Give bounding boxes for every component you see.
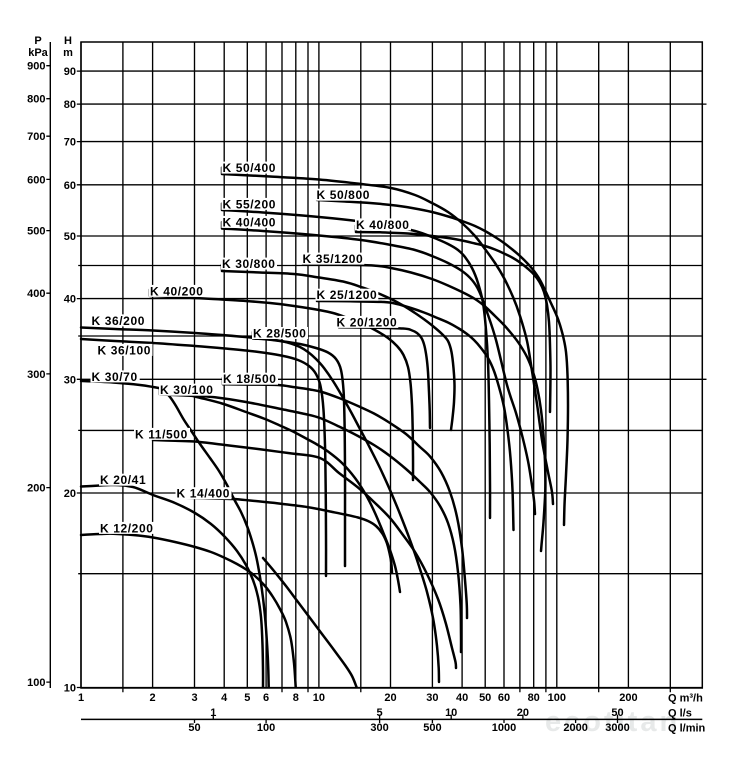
svg-text:K 28/500: K 28/500 bbox=[253, 326, 307, 340]
svg-text:K 50/400: K 50/400 bbox=[223, 161, 277, 175]
svg-text:Q l/min: Q l/min bbox=[668, 723, 706, 735]
svg-text:60: 60 bbox=[64, 180, 76, 192]
svg-text:70: 70 bbox=[64, 137, 76, 149]
svg-text:K 30/100: K 30/100 bbox=[160, 383, 214, 397]
svg-text:P: P bbox=[34, 35, 41, 47]
svg-text:K 12/200: K 12/200 bbox=[100, 521, 154, 535]
svg-text:H: H bbox=[64, 35, 72, 47]
svg-text:100: 100 bbox=[548, 692, 566, 704]
svg-text:ecotitan: ecotitan bbox=[545, 706, 680, 738]
svg-text:50: 50 bbox=[188, 722, 200, 734]
svg-text:10: 10 bbox=[64, 683, 76, 695]
svg-text:600: 600 bbox=[27, 174, 45, 186]
svg-text:K 36/200: K 36/200 bbox=[92, 314, 146, 328]
svg-text:4: 4 bbox=[221, 692, 228, 704]
svg-text:K 35/1200: K 35/1200 bbox=[303, 252, 364, 266]
svg-text:K 30/800: K 30/800 bbox=[222, 257, 276, 271]
svg-text:2000: 2000 bbox=[563, 722, 587, 734]
svg-text:5: 5 bbox=[244, 692, 250, 704]
svg-text:K 20/41: K 20/41 bbox=[100, 473, 146, 487]
svg-text:K 40/800: K 40/800 bbox=[356, 218, 410, 232]
svg-text:300: 300 bbox=[27, 369, 45, 381]
svg-text:30: 30 bbox=[64, 374, 76, 386]
svg-text:400: 400 bbox=[27, 288, 45, 300]
svg-text:50: 50 bbox=[479, 692, 491, 704]
svg-text:40: 40 bbox=[456, 692, 468, 704]
svg-text:700: 700 bbox=[27, 131, 45, 143]
svg-text:80: 80 bbox=[64, 99, 76, 111]
svg-text:20: 20 bbox=[517, 707, 529, 719]
svg-text:80: 80 bbox=[528, 692, 540, 704]
svg-text:500: 500 bbox=[27, 226, 45, 238]
svg-text:m: m bbox=[63, 47, 73, 59]
svg-text:K 36/100: K 36/100 bbox=[98, 343, 152, 357]
svg-text:90: 90 bbox=[64, 66, 76, 78]
svg-text:5: 5 bbox=[377, 707, 383, 719]
svg-text:50: 50 bbox=[611, 707, 623, 719]
svg-text:800: 800 bbox=[27, 94, 45, 106]
svg-text:2: 2 bbox=[150, 692, 156, 704]
svg-text:900: 900 bbox=[27, 61, 45, 73]
svg-text:100: 100 bbox=[27, 677, 45, 689]
svg-text:Q m³/h: Q m³/h bbox=[668, 693, 703, 705]
svg-text:60: 60 bbox=[498, 692, 510, 704]
svg-text:200: 200 bbox=[27, 483, 45, 495]
svg-text:K 55/200: K 55/200 bbox=[223, 197, 277, 211]
svg-text:8: 8 bbox=[293, 692, 299, 704]
svg-text:K 40/200: K 40/200 bbox=[150, 284, 204, 298]
svg-text:K 50/800: K 50/800 bbox=[317, 188, 371, 202]
svg-text:K 30/70: K 30/70 bbox=[92, 370, 138, 384]
svg-text:1: 1 bbox=[210, 707, 216, 719]
svg-text:K 18/500: K 18/500 bbox=[223, 372, 277, 386]
svg-text:K 11/500: K 11/500 bbox=[135, 427, 188, 441]
svg-text:K 25/1200: K 25/1200 bbox=[317, 288, 378, 302]
svg-text:20: 20 bbox=[64, 488, 76, 500]
svg-text:1: 1 bbox=[78, 692, 84, 704]
svg-text:K 14/400: K 14/400 bbox=[177, 487, 231, 501]
svg-text:30: 30 bbox=[426, 692, 438, 704]
svg-text:K 20/1200: K 20/1200 bbox=[337, 315, 398, 329]
svg-text:K 40/400: K 40/400 bbox=[223, 215, 277, 229]
svg-text:100: 100 bbox=[257, 722, 275, 734]
svg-text:200: 200 bbox=[619, 692, 637, 704]
svg-text:10: 10 bbox=[313, 692, 325, 704]
svg-text:10: 10 bbox=[445, 707, 457, 719]
svg-text:3: 3 bbox=[191, 692, 197, 704]
svg-text:500: 500 bbox=[423, 722, 441, 734]
svg-text:3000: 3000 bbox=[605, 722, 629, 734]
svg-text:300: 300 bbox=[370, 722, 388, 734]
svg-text:Q l/s: Q l/s bbox=[668, 708, 692, 720]
svg-text:kPa: kPa bbox=[28, 47, 48, 59]
svg-text:40: 40 bbox=[64, 294, 76, 306]
svg-text:1000: 1000 bbox=[492, 722, 516, 734]
svg-text:20: 20 bbox=[384, 692, 396, 704]
svg-text:50: 50 bbox=[64, 231, 76, 243]
svg-text:6: 6 bbox=[263, 692, 269, 704]
